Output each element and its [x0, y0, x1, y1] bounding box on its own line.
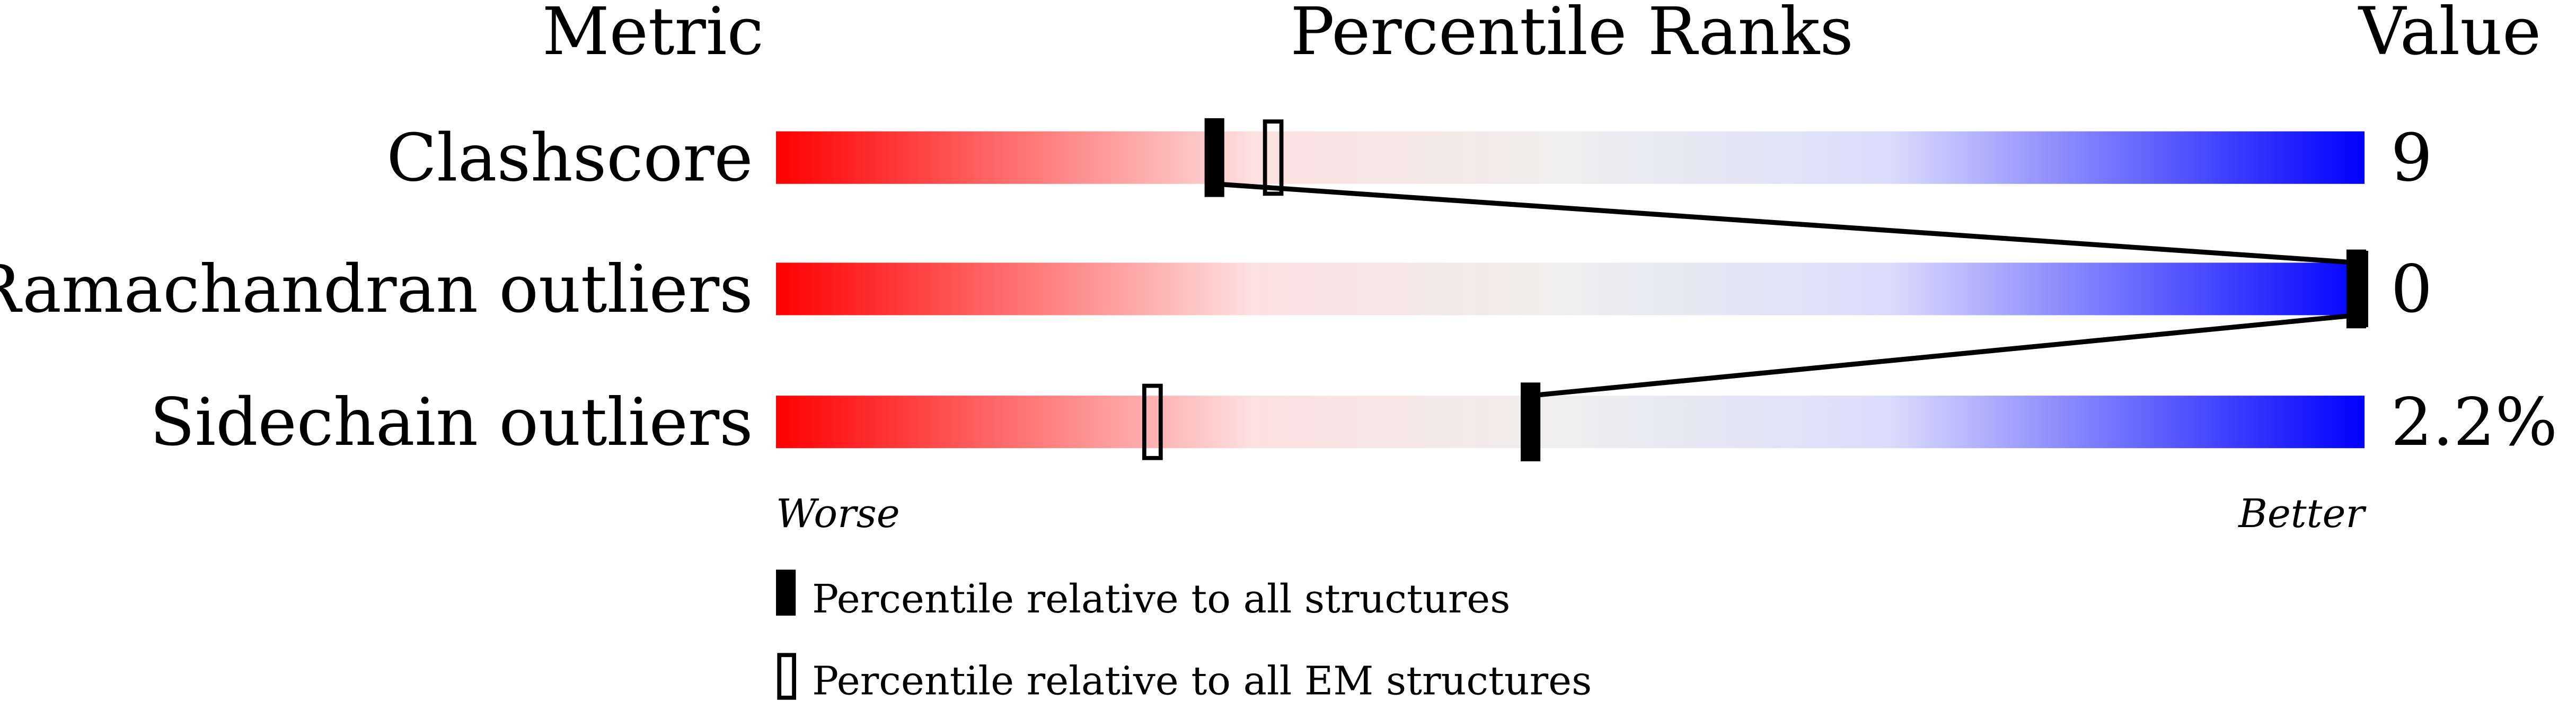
legend-filled-marker	[776, 569, 796, 616]
header-value: Value	[2358, 0, 2542, 70]
metric-label: Ramachandran outliers	[0, 251, 753, 328]
axis-label-worse: Worse	[776, 490, 900, 537]
metric-label: Clashscore	[386, 120, 753, 197]
axis-label-better: Better	[2237, 490, 2367, 537]
percentile-bar	[776, 396, 2365, 449]
metric-value: 9	[2391, 120, 2433, 197]
header-percentile-ranks: Percentile Ranks	[1290, 0, 1853, 70]
metric-value: 0	[2391, 251, 2433, 328]
legend-label-em: Percentile relative to all EM structures	[812, 658, 1592, 701]
percentile-bar	[776, 131, 2365, 184]
em-percentile-marker	[1263, 119, 1284, 196]
em-percentile-marker	[1142, 383, 1163, 460]
legend-label-all: Percentile relative to all structures	[812, 576, 1510, 622]
percentile-bar	[776, 262, 2365, 316]
legend-hollow-marker	[777, 653, 796, 700]
metric-value: 2.2%	[2391, 384, 2558, 461]
connector-line	[1530, 312, 2357, 398]
metric-label: Sidechain outliers	[150, 384, 753, 461]
header-metric: Metric	[542, 0, 764, 70]
connector-line	[1214, 181, 2357, 265]
